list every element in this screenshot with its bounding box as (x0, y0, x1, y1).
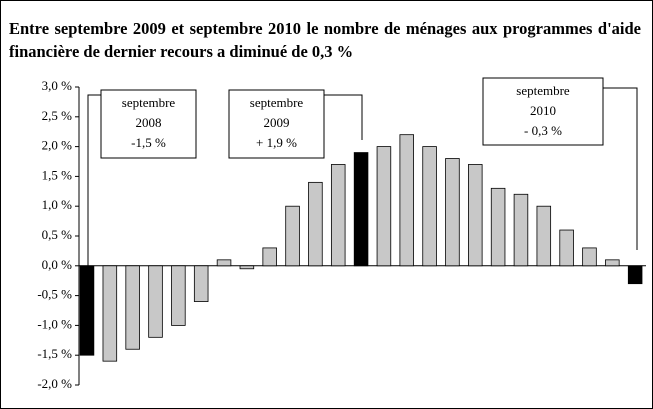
bar (79, 265, 95, 356)
bar (193, 265, 209, 302)
chart-title: Entre septembre 2009 et septembre 2010 l… (9, 19, 641, 61)
annotation-text: 2010 (530, 103, 556, 118)
annotation-text: septembre (250, 95, 304, 110)
bar (239, 265, 255, 270)
y-tick-label: 1,0 % (42, 197, 73, 212)
y-tick-label: 2,0 % (42, 138, 73, 153)
bar (125, 265, 140, 350)
bar (582, 247, 597, 267)
bar (559, 229, 574, 267)
bar (605, 259, 620, 267)
bar (513, 193, 529, 267)
bar (422, 146, 437, 267)
y-tick-label: 1,5 % (42, 167, 73, 182)
annotation-text: -1,5 % (131, 135, 166, 150)
bar (148, 265, 163, 338)
connector (87, 94, 101, 340)
annotation-text: 2009 (264, 115, 290, 130)
bar (285, 205, 300, 267)
bar (468, 164, 483, 267)
annotation-text: + 1,9 % (256, 135, 297, 150)
bar (308, 181, 323, 267)
y-tick-label: -2,0 % (37, 376, 72, 391)
bar (627, 265, 643, 285)
connector (603, 87, 638, 250)
y-tick-label: 2,5 % (42, 108, 73, 123)
annotation-text: septembre (122, 95, 176, 110)
bar (490, 187, 506, 267)
bar (399, 134, 415, 267)
y-tick-label: 0,5 % (42, 227, 73, 242)
bar (536, 205, 552, 267)
bar (330, 164, 346, 267)
annotation-text: 2008 (136, 115, 162, 130)
bar (102, 265, 118, 362)
y-tick-label: -1,5 % (37, 346, 72, 361)
y-tick-label: -0,5 % (37, 287, 72, 302)
bar (216, 259, 232, 267)
bar (353, 152, 369, 267)
annotation-box (100, 89, 197, 159)
bar (262, 247, 277, 267)
annotation-text: septembre (516, 83, 570, 98)
y-tick-label: 0,0 % (42, 257, 73, 272)
connector (324, 94, 363, 140)
annotation-box (482, 77, 604, 146)
annotation-text: - 0,3 % (524, 123, 562, 138)
bar (445, 158, 460, 267)
annotation-box (228, 89, 325, 159)
y-tick-label: 3,0 % (42, 78, 73, 93)
bar (376, 146, 392, 267)
bar (171, 265, 186, 326)
y-tick-label: -1,0 % (37, 316, 72, 331)
